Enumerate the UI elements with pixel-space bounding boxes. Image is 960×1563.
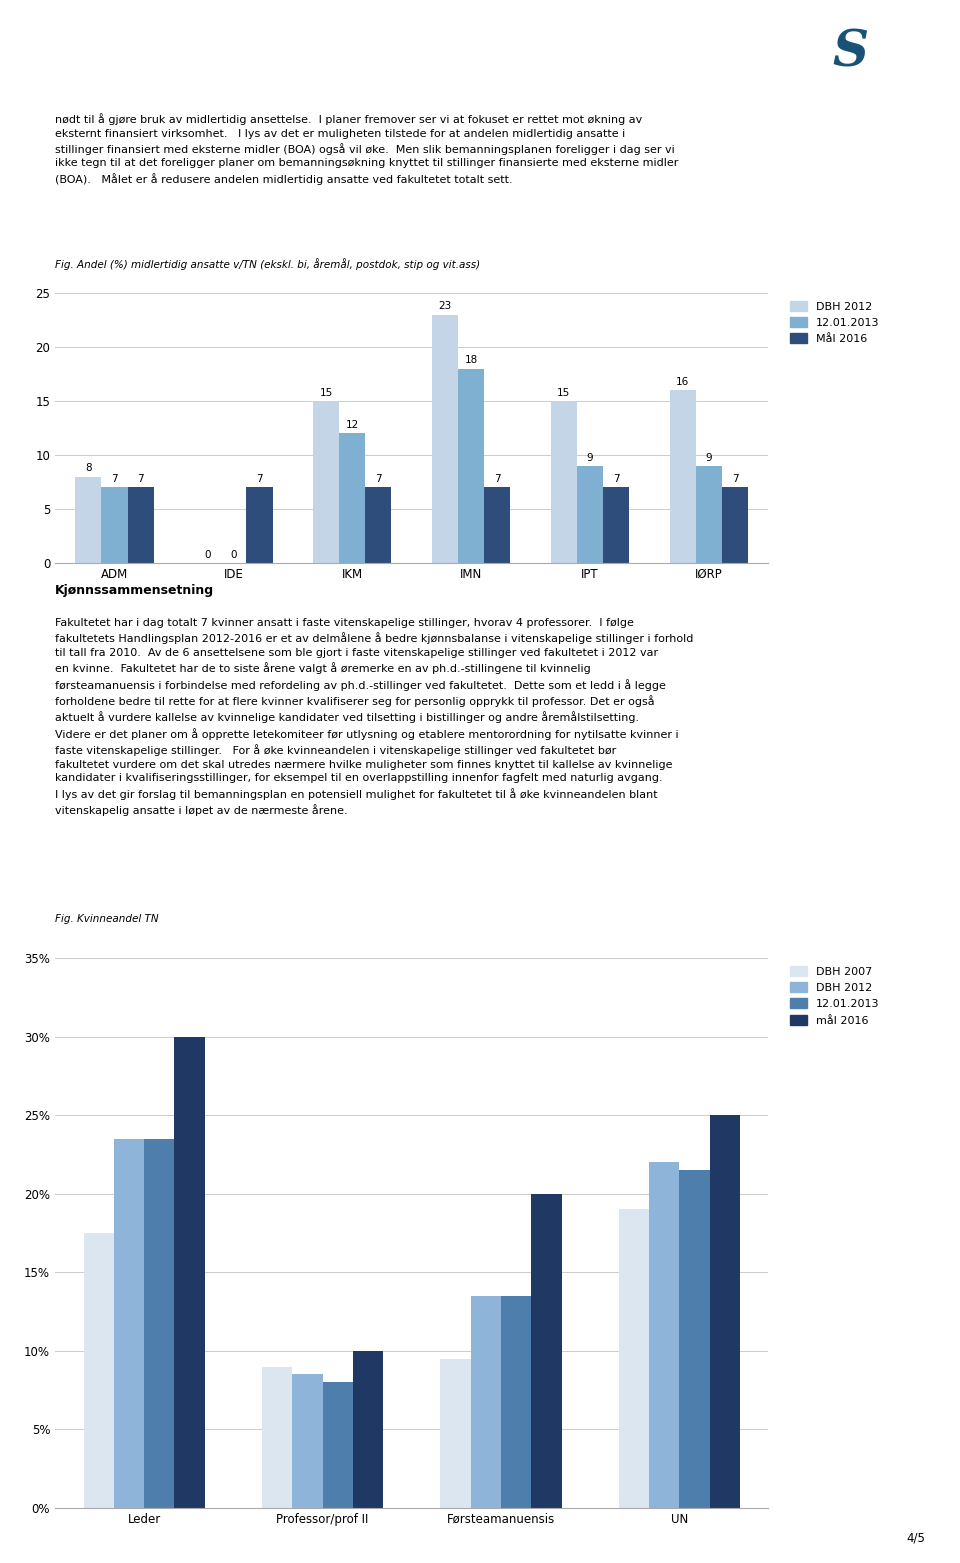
Bar (603, 488, 630, 563)
Bar (313, 402, 339, 563)
Legend: DBH 2007, DBH 2012, 12.01.2013, mål 2016: DBH 2007, DBH 2012, 12.01.2013, mål 2016 (788, 963, 881, 1028)
Text: 7: 7 (732, 474, 738, 485)
Text: 7: 7 (612, 474, 619, 485)
Bar (484, 488, 511, 563)
Text: Fig. Kvinneandel TN: Fig. Kvinneandel TN (55, 914, 158, 924)
Text: 7: 7 (137, 474, 144, 485)
Bar (262, 1366, 292, 1508)
Legend: DBH 2012, 12.01.2013, Mål 2016: DBH 2012, 12.01.2013, Mål 2016 (788, 299, 881, 347)
Text: S: S (832, 28, 868, 78)
Bar (114, 1139, 144, 1508)
Bar (102, 488, 128, 563)
Bar (432, 314, 458, 563)
Bar (709, 1114, 740, 1508)
Text: Kjønnssammensetning: Kjønnssammensetning (55, 585, 214, 597)
Bar (722, 488, 748, 563)
Text: 15: 15 (557, 388, 570, 397)
Text: 4/5: 4/5 (906, 1532, 925, 1544)
Bar (531, 1194, 562, 1508)
Text: 16: 16 (676, 377, 689, 388)
Text: 18: 18 (465, 355, 478, 366)
Text: 7: 7 (375, 474, 382, 485)
Text: 0: 0 (230, 550, 236, 560)
Bar (577, 466, 603, 563)
Bar (247, 488, 273, 563)
Text: 8: 8 (85, 463, 91, 474)
Text: 15: 15 (320, 388, 333, 397)
Text: 7: 7 (256, 474, 263, 485)
Bar (339, 433, 366, 563)
Text: nødt til å gjøre bruk av midlertidig ansettelse.  I planer fremover ser vi at fo: nødt til å gjøre bruk av midlertidig ans… (55, 113, 679, 184)
Bar (470, 1296, 501, 1508)
Bar (649, 1163, 680, 1508)
Bar (128, 488, 154, 563)
Text: Fig. Andel (%) midlertidig ansatte v/TN (ekskl. bi, åremål, postdok, stip og vit: Fig. Andel (%) midlertidig ansatte v/TN … (55, 258, 480, 270)
Bar (680, 1171, 709, 1508)
Bar (670, 391, 696, 563)
Text: 9: 9 (706, 453, 712, 463)
Text: Fakultetet har i dag totalt 7 kvinner ansatt i faste vitenskapelige stillinger, : Fakultetet har i dag totalt 7 kvinner an… (55, 617, 693, 816)
Bar (292, 1374, 323, 1508)
Bar (353, 1350, 383, 1508)
Bar (501, 1296, 531, 1508)
Bar (551, 402, 577, 563)
Bar (441, 1358, 470, 1508)
Bar (366, 488, 392, 563)
Text: 7: 7 (494, 474, 500, 485)
Bar (458, 369, 484, 563)
Bar (696, 466, 722, 563)
Text: 12: 12 (346, 420, 359, 430)
Bar (75, 477, 102, 563)
Bar (144, 1139, 175, 1508)
Bar (175, 1036, 204, 1508)
Text: 0: 0 (204, 550, 210, 560)
Text: 23: 23 (439, 302, 451, 311)
Bar (84, 1233, 114, 1508)
Text: 9: 9 (587, 453, 593, 463)
Bar (323, 1382, 353, 1508)
Text: 7: 7 (111, 474, 118, 485)
Bar (618, 1210, 649, 1508)
